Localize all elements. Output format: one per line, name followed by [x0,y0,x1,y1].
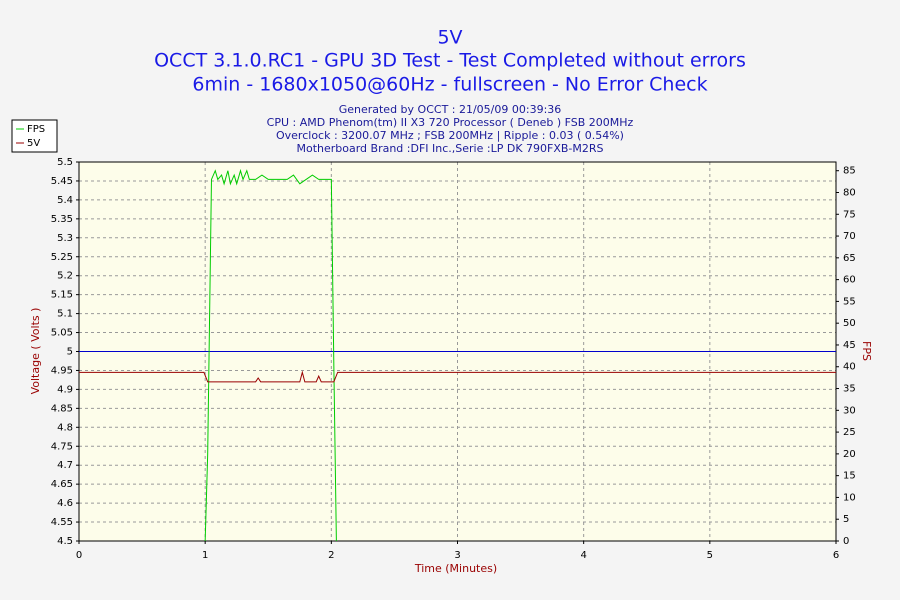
y2-tick-label: 30 [843,405,856,416]
legend-label: 5V [27,138,40,149]
y2-tick-label: 45 [843,340,856,351]
chart-title: 5V [437,27,462,49]
y2-tick-label: 20 [843,449,856,460]
y-tick-label: 4.7 [57,460,73,471]
x-tick-label: 3 [454,550,460,561]
y2-tick-label: 50 [843,318,856,329]
info-line: CPU : AMD Phenom(tm) II X3 720 Processor… [267,116,634,129]
info-line: Generated by OCCT : 21/05/09 00:39:36 [339,103,562,116]
y2-tick-label: 75 [843,209,856,220]
y2-tick-label: 40 [843,362,856,373]
y-tick-label: 5 [67,347,73,358]
series-line [79,370,836,383]
y-tick-label: 4.65 [51,479,73,490]
y-tick-label: 5.5 [57,157,73,168]
y2-tick-label: 70 [843,231,856,242]
x-axis-label: Time (Minutes) [414,562,497,575]
y2-tick-label: 85 [843,166,856,177]
y-tick-label: 5.35 [51,214,73,225]
series-line [204,168,337,542]
x-tick-label: 6 [833,550,839,561]
y2-tick-label: 55 [843,296,856,307]
y2-tick-label: 25 [843,427,856,438]
y-tick-label: 5.4 [57,195,73,206]
y2-tick-label: 15 [843,471,856,482]
x-tick-label: 5 [707,550,713,561]
y-tick-label: 5.3 [57,233,73,244]
y-tick-label: 5.1 [57,309,73,320]
y-tick-label: 5.15 [51,290,73,301]
y2-tick-label: 10 [843,492,856,503]
x-tick-label: 0 [76,550,82,561]
y-tick-label: 4.55 [51,517,73,528]
info-line: Overclock : 3200.07 MHz ; FSB 200MHz | R… [276,129,624,142]
y-tick-label: 4.95 [51,365,73,376]
chart-subtitle: 6min - 1680x1050@60Hz - fullscreen - No … [192,74,707,96]
y-tick-label: 4.75 [51,441,73,452]
chart-subtitle: OCCT 3.1.0.RC1 - GPU 3D Test - Test Comp… [154,50,746,72]
y-tick-label: 5.2 [57,271,73,282]
info-line: Motherboard Brand :DFI Inc.,Serie :LP DK… [296,142,603,155]
y-tick-label: 4.85 [51,403,73,414]
x-tick-label: 1 [202,550,208,561]
x-tick-label: 4 [580,550,586,561]
y-tick-label: 4.5 [57,536,73,547]
y2-tick-label: 35 [843,384,856,395]
y2-tick-label: 0 [843,536,849,547]
y2-tick-label: 5 [843,514,849,525]
y2-axis-label: FPS [860,341,873,361]
y-tick-label: 4.9 [57,384,73,395]
y-tick-label: 4.6 [57,498,73,509]
y-tick-label: 5.45 [51,176,73,187]
y-tick-label: 5.05 [51,328,73,339]
y-tick-label: 4.8 [57,422,73,433]
legend-label: FPS [27,124,45,135]
x-tick-label: 2 [328,550,334,561]
y2-tick-label: 80 [843,187,856,198]
legend-box [11,119,58,153]
y-tick-label: 5.25 [51,252,73,263]
y2-tick-label: 60 [843,275,856,286]
y-axis-label: Voltage ( Volts ) [29,308,42,395]
y2-tick-label: 65 [843,253,856,264]
